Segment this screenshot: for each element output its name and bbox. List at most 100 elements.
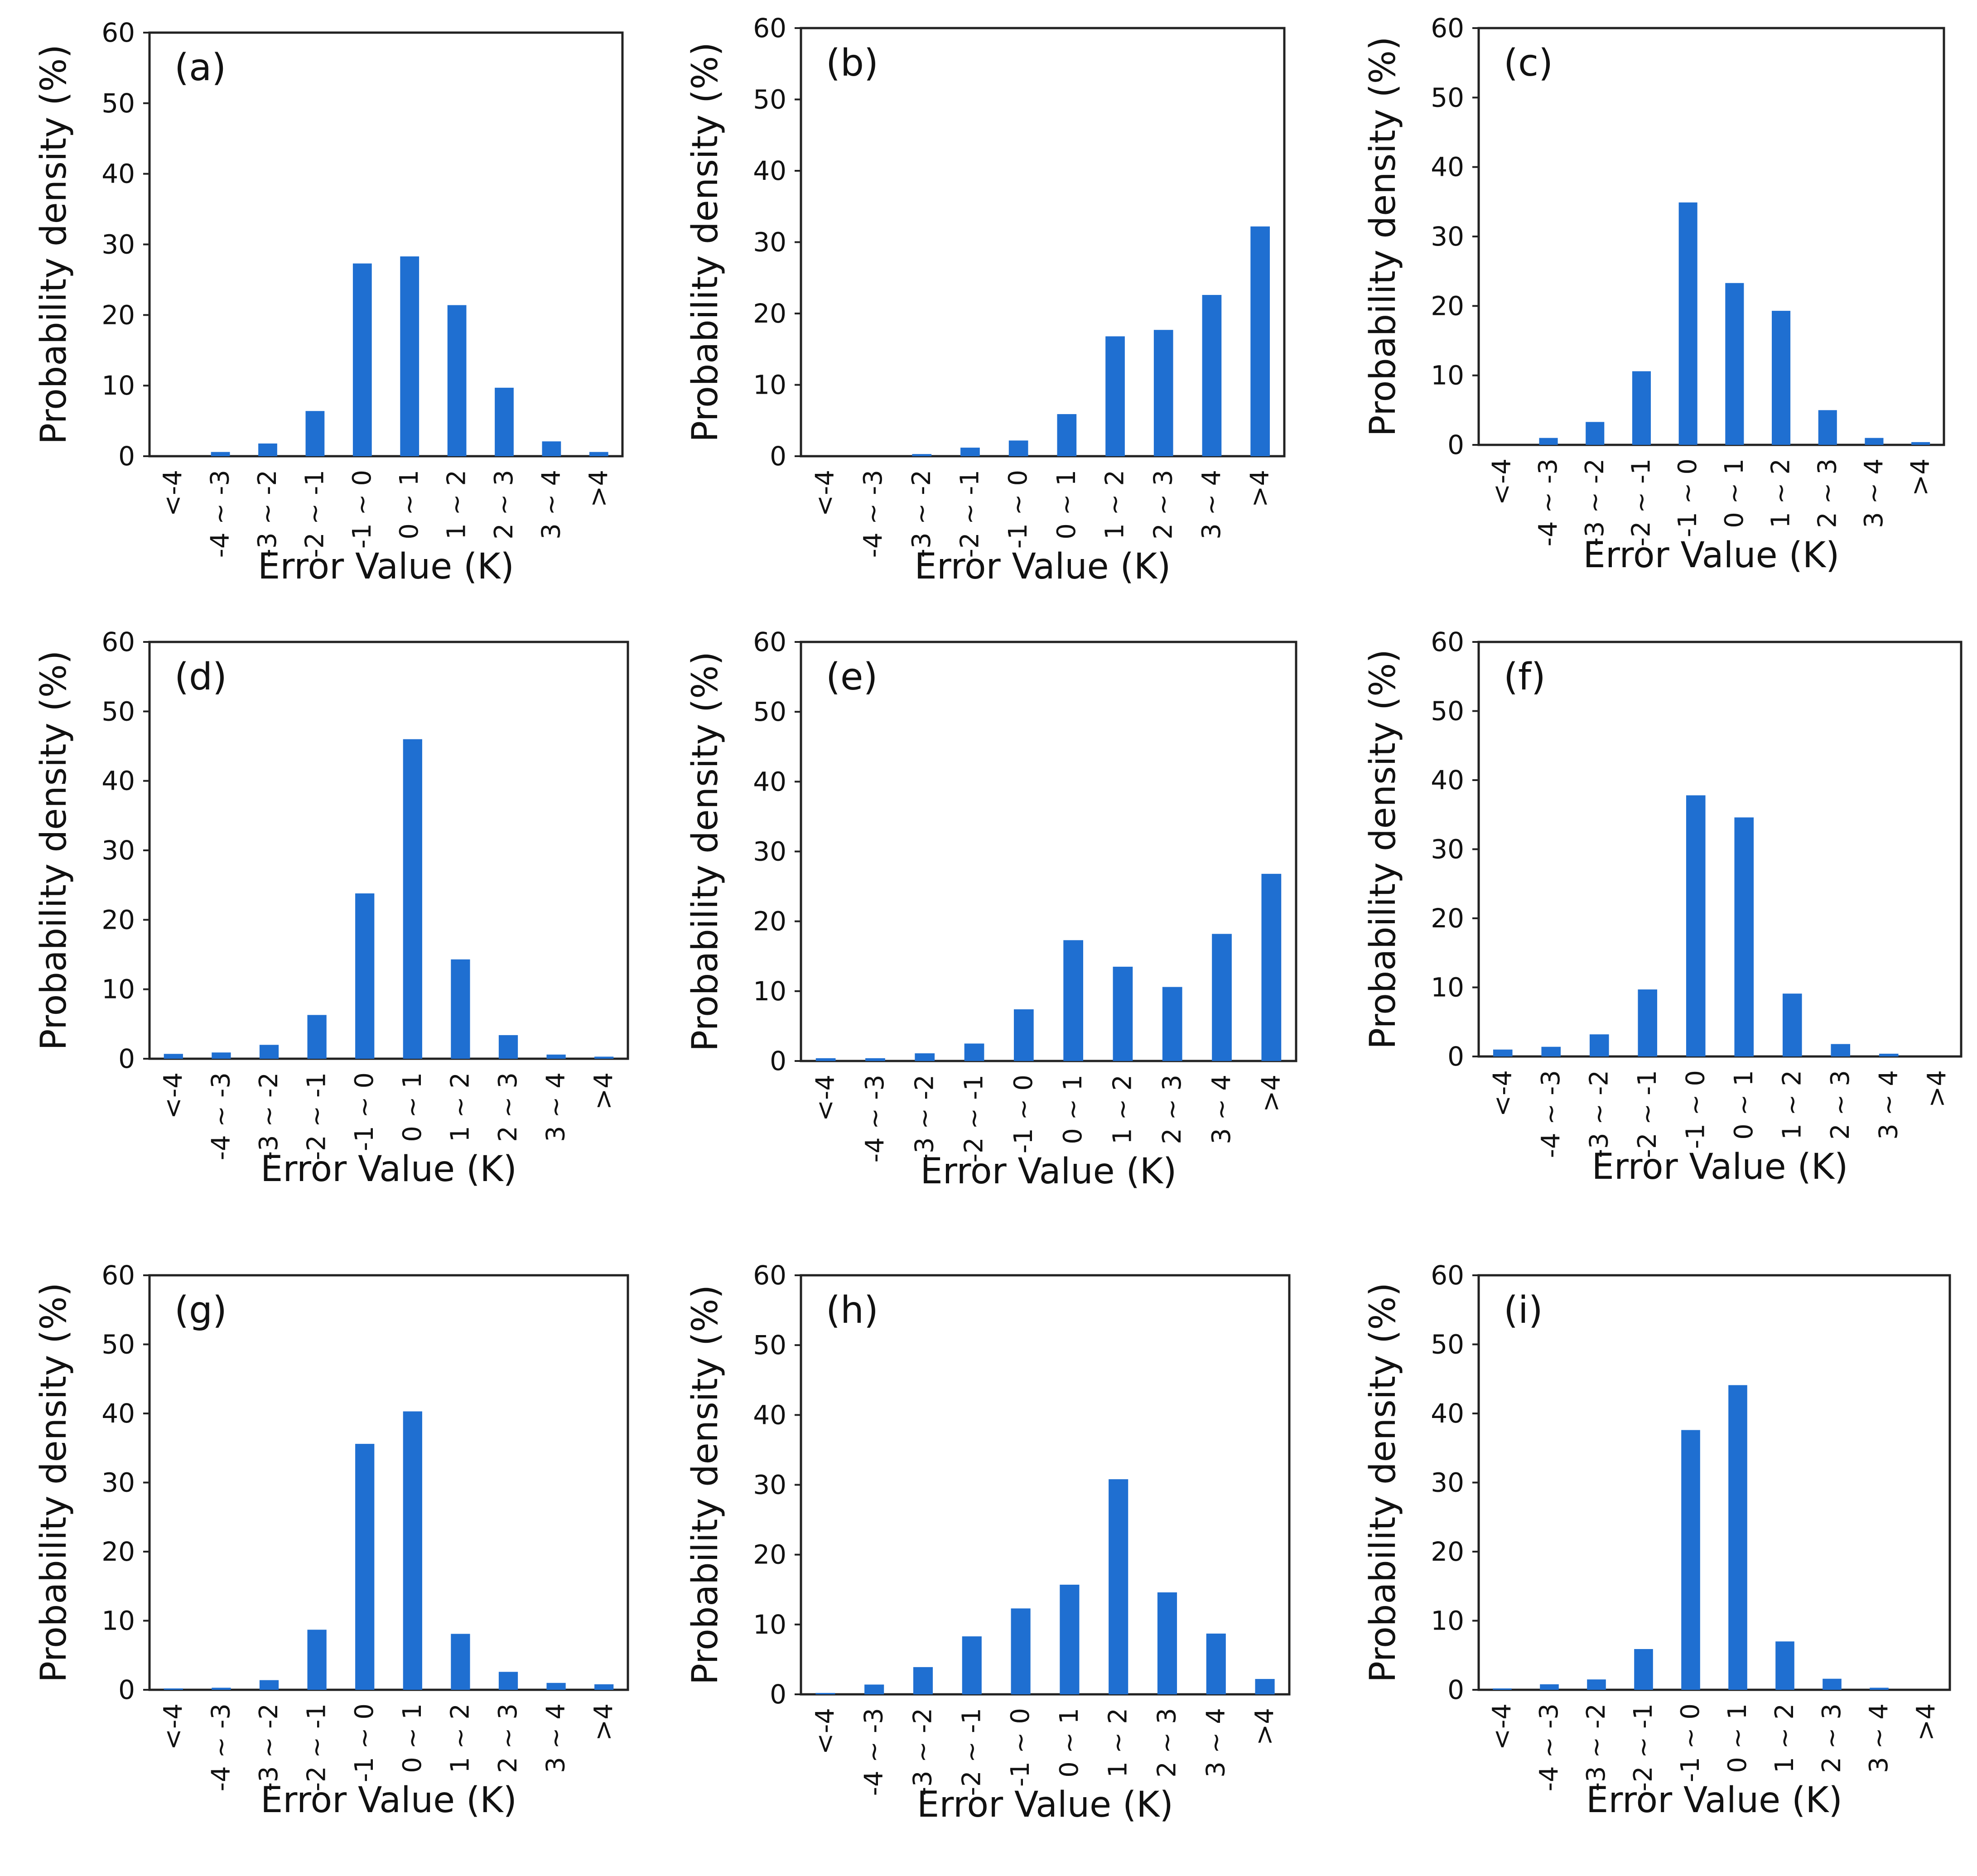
x-axis-title: Error Value (K) bbox=[260, 1780, 517, 1821]
bar-5 bbox=[403, 1411, 422, 1690]
panel-label: (e) bbox=[826, 656, 878, 699]
bar-7 bbox=[498, 1672, 518, 1690]
x-tick-label: 3 ~ 4 bbox=[541, 1703, 571, 1773]
bar-2 bbox=[258, 443, 277, 456]
x-tick-label: -1 ~ 0 bbox=[1681, 1070, 1710, 1149]
x-tick-label: 1 ~ 2 bbox=[1104, 1708, 1133, 1778]
y-axis-title: Probability density (%) bbox=[34, 44, 74, 444]
bar-3 bbox=[964, 1043, 984, 1061]
y-tick-label: 20 bbox=[753, 1539, 786, 1570]
bar-8 bbox=[1206, 1633, 1226, 1694]
bar-4 bbox=[1013, 1009, 1034, 1061]
y-tick-label: 30 bbox=[101, 229, 135, 260]
panel-label: (f) bbox=[1504, 656, 1546, 699]
bar-6 bbox=[1113, 966, 1133, 1061]
bar-9 bbox=[589, 452, 608, 456]
y-tick-label: 0 bbox=[118, 1043, 135, 1074]
x-tick-label: 2 ~ 3 bbox=[1813, 458, 1842, 528]
bar-8 bbox=[1865, 438, 1884, 445]
x-tick-label: <-4 bbox=[810, 1708, 840, 1755]
y-tick-label: 0 bbox=[1447, 1674, 1464, 1705]
x-tick-label: <-4 bbox=[159, 1703, 188, 1750]
bar-3 bbox=[962, 1636, 982, 1694]
y-tick-label: 10 bbox=[101, 370, 135, 401]
x-tick-label: 1 ~ 2 bbox=[445, 1703, 475, 1773]
x-tick-label: -3 ~ -2 bbox=[910, 1075, 939, 1162]
x-tick-label: 3 ~ 4 bbox=[1197, 470, 1226, 540]
x-tick-label: >4 bbox=[589, 1072, 618, 1110]
x-tick-label: -1 ~ 0 bbox=[1676, 1703, 1705, 1782]
x-tick-label: <-4 bbox=[159, 1072, 188, 1119]
bar-5 bbox=[1725, 283, 1744, 445]
x-tick-label: -2 ~ -1 bbox=[1633, 1070, 1662, 1158]
y-tick-label: 10 bbox=[1431, 1606, 1464, 1636]
y-tick-label: 50 bbox=[1431, 1329, 1464, 1360]
y-tick-label: 0 bbox=[770, 441, 786, 472]
bar-1 bbox=[212, 1688, 231, 1690]
bar-3 bbox=[305, 411, 325, 456]
y-tick-label: 30 bbox=[753, 1470, 786, 1500]
bar-8 bbox=[1202, 295, 1222, 456]
y-tick-label: 60 bbox=[1431, 13, 1464, 43]
bar-9 bbox=[1255, 1679, 1275, 1694]
bar-8 bbox=[1870, 1688, 1889, 1690]
bar-1 bbox=[211, 452, 230, 456]
x-axis-title: Error Value (K) bbox=[1592, 1147, 1848, 1187]
chart-panel-1: 0 10 20 30 40 50 60 <-4 -4 ~ -3 -3 ~ -2 -2 ~ -1 -1 … bbox=[685, 13, 1286, 587]
plot-frame bbox=[800, 1274, 1291, 1696]
bar-3 bbox=[960, 448, 980, 456]
plot-frame bbox=[148, 641, 629, 1060]
bar-2 bbox=[915, 1053, 935, 1061]
bar-5 bbox=[1734, 817, 1754, 1056]
y-tick-label: 10 bbox=[753, 1609, 786, 1640]
x-tick-label: -1 ~ 0 bbox=[1006, 1708, 1035, 1787]
bar-5 bbox=[1060, 1584, 1080, 1694]
y-tick-label: 50 bbox=[101, 1329, 135, 1360]
y-tick-label: 20 bbox=[101, 299, 135, 330]
bar-1 bbox=[212, 1052, 231, 1059]
x-tick-label: -3 ~ -2 bbox=[908, 1708, 938, 1796]
chart-panel-5: 0 10 20 30 40 50 60 <-4 -4 ~ -3 -3 ~ -2 -2 ~ -1 -1 … bbox=[1363, 627, 1963, 1187]
y-tick-label: 30 bbox=[101, 1467, 135, 1498]
y-axis-title: Probability density (%) bbox=[1363, 37, 1403, 437]
bar-6 bbox=[447, 305, 467, 456]
x-tick-label: 3 ~ 4 bbox=[536, 470, 566, 540]
x-tick-label: -4 ~ -3 bbox=[206, 1072, 236, 1160]
x-tick-label: 3 ~ 4 bbox=[1874, 1070, 1903, 1140]
y-tick-label: 40 bbox=[1431, 765, 1464, 796]
bar-1 bbox=[1539, 438, 1558, 445]
y-tick-label: 40 bbox=[1431, 152, 1464, 183]
x-tick-label: 2 ~ 3 bbox=[1157, 1075, 1187, 1144]
y-axis-title: Probability density (%) bbox=[685, 651, 726, 1051]
chart-panel-3: 0 10 20 30 40 50 60 <-4 -4 ~ -3 -3 ~ -2 -2 ~ -1 -1 … bbox=[34, 627, 629, 1190]
x-tick-label: -2 ~ -1 bbox=[300, 470, 329, 558]
bar-7 bbox=[498, 1035, 518, 1059]
bar-0 bbox=[815, 1058, 836, 1061]
bar-2 bbox=[1587, 1679, 1606, 1690]
bar-7 bbox=[1823, 1678, 1842, 1690]
bar-5 bbox=[403, 739, 422, 1059]
x-tick-label: -2 ~ -1 bbox=[960, 1075, 989, 1162]
y-tick-label: 10 bbox=[101, 974, 135, 1005]
x-tick-label: 3 ~ 4 bbox=[1864, 1703, 1894, 1773]
bar-6 bbox=[1772, 311, 1791, 445]
y-tick-label: 30 bbox=[753, 836, 786, 867]
y-tick-label: 40 bbox=[101, 766, 135, 796]
bar-4 bbox=[352, 263, 372, 456]
x-tick-label: -1 ~ 0 bbox=[347, 470, 377, 549]
y-tick-label: 0 bbox=[770, 1046, 786, 1076]
x-tick-label: -4 ~ -3 bbox=[859, 1708, 889, 1796]
plot-frame bbox=[1477, 641, 1963, 1058]
bar-0 bbox=[815, 1693, 835, 1694]
y-tick-label: 10 bbox=[1431, 360, 1464, 391]
bar-6 bbox=[451, 959, 470, 1059]
y-axis-title: Probability density (%) bbox=[1363, 649, 1403, 1049]
bar-4 bbox=[1686, 795, 1706, 1056]
bar-3 bbox=[307, 1015, 327, 1059]
x-tick-label: -4 ~ -3 bbox=[1534, 1703, 1564, 1791]
x-tick-label: >4 bbox=[1245, 470, 1275, 507]
y-tick-label: 50 bbox=[1431, 696, 1464, 727]
y-axis-title: Probability density (%) bbox=[34, 651, 74, 1051]
x-tick-label: >4 bbox=[1922, 1070, 1952, 1108]
y-tick-label: 40 bbox=[101, 1398, 135, 1429]
